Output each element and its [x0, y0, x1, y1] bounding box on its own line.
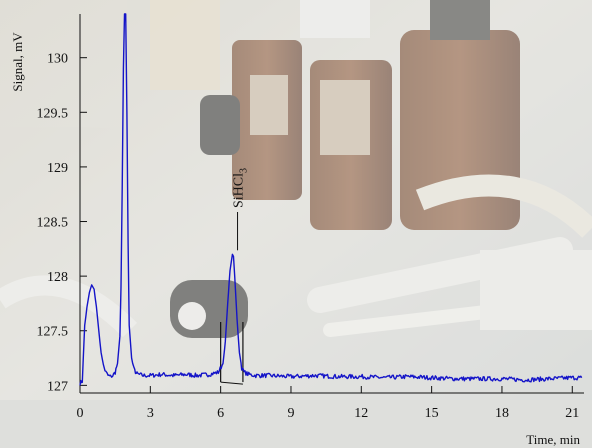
x-tick-label: 6: [217, 406, 224, 421]
signal-trace: [79, 13, 583, 386]
y-tick-label: 128.5: [37, 216, 69, 231]
y-tick-label: 129.5: [37, 106, 69, 121]
y-tick-label: 130: [47, 52, 68, 67]
x-axis-title: Time, min: [526, 432, 580, 447]
peak-label-subscript: 3: [239, 168, 250, 173]
labels-layer: 0 3 6 9 12 15 18 21 127 127.5 128 128.5 129 129.5 130 T…: [10, 32, 580, 447]
y-tick-label: 128: [47, 270, 68, 285]
y-tick-label: 127.5: [37, 325, 69, 340]
x-tick-label: 18: [495, 406, 509, 421]
x-tick-label: 21: [565, 406, 579, 421]
peak-label-sihcl3: SiHCl3: [232, 168, 250, 208]
peak-label-base: SiHCl: [232, 173, 247, 208]
x-tick-label: 0: [77, 406, 84, 421]
traces-layer: [79, 13, 583, 386]
x-tick-label: 9: [287, 406, 294, 421]
y-axis-title: Signal, mV: [10, 32, 25, 92]
y-tick-label: 127: [47, 379, 68, 394]
x-tick-label: 3: [147, 406, 154, 421]
y-tick-label: 129: [47, 161, 68, 176]
baseline-line: [220, 381, 243, 385]
axes: [79, 14, 584, 394]
x-tick-label: 12: [354, 406, 368, 421]
annotations-layer: [220, 212, 244, 385]
x-tick-label: 15: [425, 406, 439, 421]
